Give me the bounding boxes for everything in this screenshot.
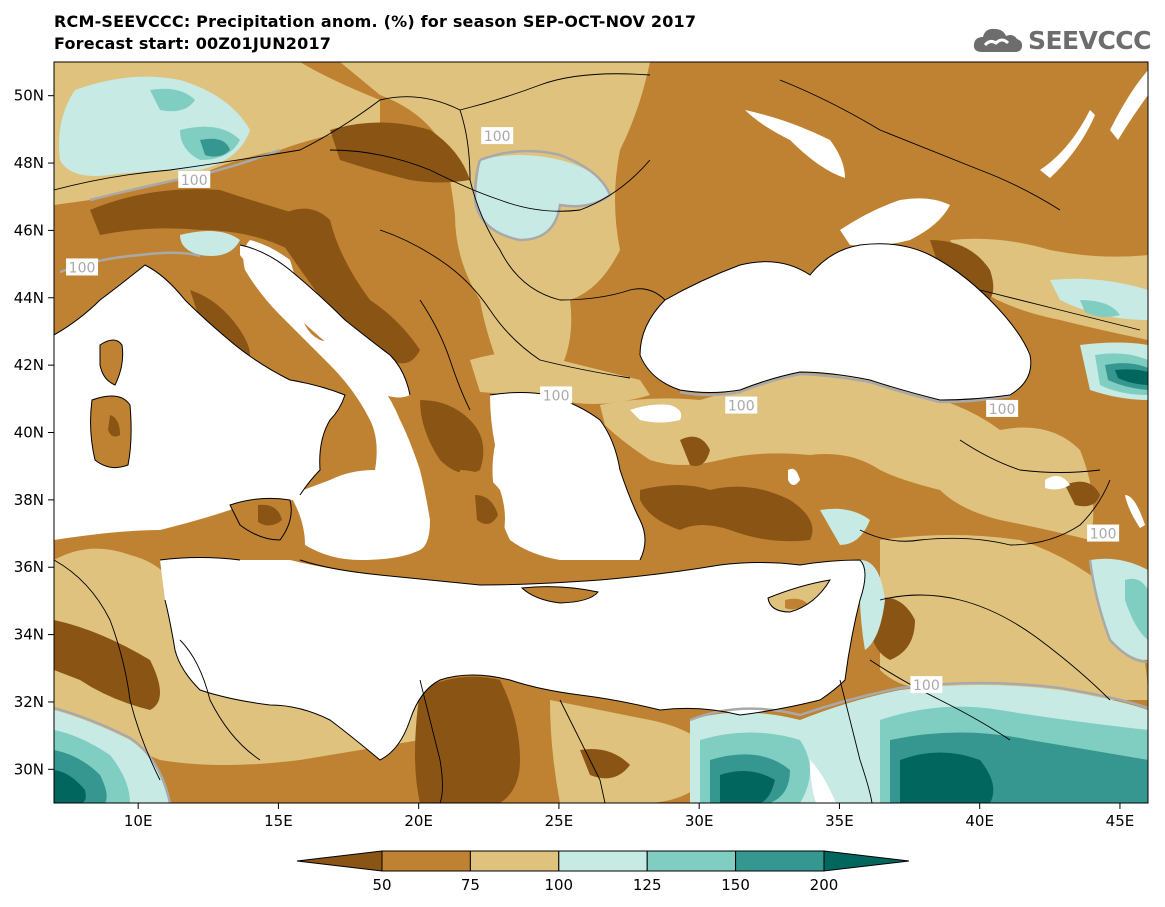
legend-level-label: 100: [544, 876, 573, 894]
chart-title: RCM-SEEVCCC: Precipitation anom. (%) for…: [54, 12, 697, 31]
lat-tick-label: 34N: [14, 626, 44, 644]
chart-subtitle: Forecast start: 00Z01JUN2017: [54, 34, 332, 53]
sea-mask: [54, 198, 1031, 803]
anomaly-field-extreme-wet: [54, 369, 1148, 803]
logo-text: SEEVCCC: [1027, 25, 1152, 55]
crete: [522, 586, 598, 603]
legend-level-label: 50: [372, 876, 391, 894]
coastlines: [54, 243, 1032, 761]
contour-label-bg: [725, 396, 758, 414]
latitude-axis: 50N 48N 46N 44N 42N 40N 38N 36N 34N 32N 30N: [14, 87, 54, 778]
cyprus: [768, 580, 830, 612]
lon-tick-label: 20E: [404, 812, 433, 830]
contour-labels: 100 100 100 100 100 100 100 100: [66, 127, 1120, 694]
mediterranean-sea: [54, 240, 865, 760]
legend-level-label: 125: [633, 876, 662, 894]
islands: [90, 340, 830, 612]
contour-label-bg: [481, 127, 514, 145]
adriatic-sea: [240, 245, 410, 398]
lat-tick-label: 50N: [14, 87, 44, 105]
aegean-sea: [490, 392, 645, 560]
contour-label: 100: [728, 399, 755, 415]
black-sea: [640, 243, 1031, 400]
sicily-core: [258, 504, 282, 526]
contour-label-bg: [66, 258, 99, 276]
lon-tick-label: 10E: [124, 812, 153, 830]
lat-tick-label: 46N: [14, 221, 44, 239]
legend-swatch: [646, 850, 737, 872]
legend-level-label: 150: [721, 876, 750, 894]
lat-tick-label: 40N: [14, 424, 44, 442]
red-sea: [810, 760, 836, 803]
corsica: [100, 340, 123, 385]
contour-label: 100: [1090, 527, 1117, 543]
lon-tick-label: 40E: [965, 812, 994, 830]
lon-tick-label: 35E: [825, 812, 854, 830]
contour-label-bg: [1087, 524, 1120, 542]
legend-swatch: [381, 850, 471, 872]
contour-label-bg: [178, 170, 211, 188]
map-plot-area: [54, 62, 1148, 803]
contour-label: 100: [69, 260, 96, 276]
country-borders: [54, 73, 1141, 803]
lat-tick-label: 44N: [14, 289, 44, 307]
legend-swatch: [469, 850, 560, 872]
contour-label: 100: [913, 678, 940, 694]
lat-tick-label: 32N: [14, 693, 44, 711]
contour-label-bg: [540, 386, 573, 404]
inland-water: [745, 70, 1148, 528]
sea-of-marmara: [630, 404, 682, 423]
lon-tick-label: 30E: [685, 812, 714, 830]
legend-swatch-high: [823, 850, 910, 872]
legend-level-label: 200: [810, 876, 839, 894]
legend-swatch: [735, 850, 825, 872]
lon-tick-label: 25E: [545, 812, 574, 830]
lat-tick-label: 30N: [14, 760, 44, 778]
contour-label: 100: [181, 173, 208, 189]
lon-tick-label: 15E: [264, 812, 293, 830]
colorbar-legend: 50 75 100 125 150 200: [296, 850, 910, 894]
contour-label: 100: [989, 402, 1016, 418]
longitude-axis: 10E 15E 20E 25E 30E 35E 40E 45E: [124, 803, 1134, 830]
seevccc-logo: SEEVCCC: [972, 24, 1152, 56]
legend-level-label: 75: [461, 876, 480, 894]
sardinia-inner: [108, 415, 120, 437]
contour-label: 100: [484, 129, 511, 145]
contour-label-bg: [986, 399, 1019, 417]
peloponnese-core: [475, 495, 498, 524]
contour-label: 100: [543, 388, 570, 404]
legend-swatch-low: [296, 850, 383, 872]
sea-of-azov: [840, 198, 950, 246]
contour-label-bg: [910, 676, 943, 694]
lat-tick-label: 36N: [14, 558, 44, 576]
cloud-icon: [973, 28, 1023, 52]
legend-swatch: [558, 850, 648, 872]
lon-tick-label: 45E: [1106, 812, 1135, 830]
lat-tick-label: 48N: [14, 154, 44, 172]
lat-tick-label: 38N: [14, 491, 44, 509]
lat-tick-label: 42N: [14, 356, 44, 374]
